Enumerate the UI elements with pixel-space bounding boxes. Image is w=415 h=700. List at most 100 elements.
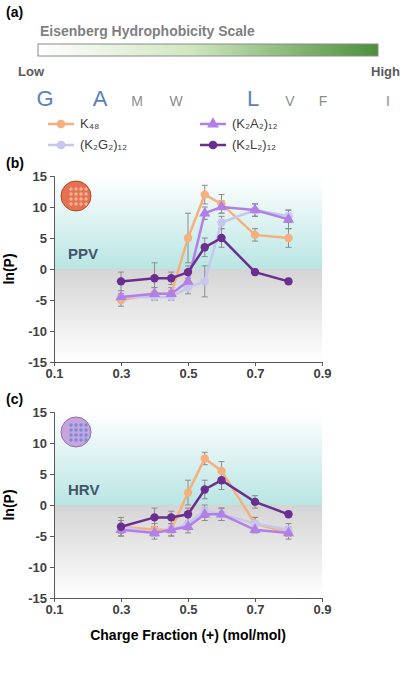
data-point: [199, 207, 210, 217]
error-bar-cap: [286, 210, 292, 211]
x-tick: 0.7: [246, 362, 264, 381]
data-point: [150, 274, 158, 282]
error-bar-cap: [202, 505, 208, 506]
error-bar-cap: [185, 293, 191, 294]
virus-capsomer: [79, 423, 82, 426]
x-tick: 0.9: [313, 362, 331, 381]
y-tick-mark: [50, 300, 54, 301]
virus-capsomer: [79, 428, 82, 431]
virus-capsomer: [79, 433, 82, 436]
y-tick: -5: [35, 293, 54, 308]
virus-capsomer: [74, 423, 77, 426]
error-bar-cap: [219, 461, 225, 462]
data-point: [199, 508, 210, 518]
error-bar-cap: [185, 532, 191, 533]
scale-low-label: Low: [18, 64, 45, 79]
legend-item: K₄₈: [48, 116, 99, 131]
virus-capsomer: [74, 192, 77, 195]
x-tick: 0.1: [45, 362, 63, 381]
data-point: [184, 234, 192, 242]
virus-capsomer: [69, 423, 72, 426]
y-tick-mark: [50, 536, 54, 537]
data-point: [201, 243, 209, 251]
plot-data: [115, 185, 294, 306]
scale-letter: V: [285, 93, 295, 109]
data-point: [184, 268, 192, 276]
data-point: [117, 523, 125, 531]
data-point: [117, 523, 125, 531]
y-tick-label: 5: [40, 467, 47, 482]
negative-region: [54, 505, 322, 598]
error-bar-cap: [168, 536, 174, 537]
error-bar-cap: [185, 213, 191, 214]
y-tick-mark: [50, 412, 54, 413]
virus-capsomer: [74, 433, 77, 436]
virus-capsomer: [84, 187, 87, 190]
data-point: [184, 510, 192, 518]
y-tick: 0: [40, 262, 54, 277]
data-point: [167, 274, 175, 282]
y-tick: 10: [33, 200, 54, 215]
x-tick: 0.3: [112, 362, 130, 381]
error-bar-cap: [219, 194, 225, 195]
virus-capsomer: [84, 438, 87, 441]
virus-capsomer: [69, 433, 72, 436]
error-bar-cap: [202, 256, 208, 257]
x-tick: 0.1: [45, 598, 63, 617]
y-axis: -15-10-5051015: [28, 169, 54, 370]
error-bar-cap: [286, 539, 292, 540]
error-bar-cap: [202, 238, 208, 239]
x-tick-label: 0.5: [179, 366, 197, 381]
series-line: (K₂L₂)₁₂: [121, 480, 289, 527]
scale-letter: G: [36, 86, 53, 111]
legend-label: (K₂G₂)₁₂: [80, 137, 127, 152]
y-tick: 5: [40, 231, 54, 246]
x-axis-title: Charge Fraction (+) (mol/mol): [90, 627, 286, 643]
scale-title: Eisenberg Hydrophobicity Scale: [40, 23, 255, 39]
legend-item: (K₂A₂)₁₂: [200, 116, 278, 131]
series-line: [121, 210, 289, 297]
error-bar-cap: [152, 262, 158, 263]
y-tick: 0: [40, 498, 54, 513]
data-point: [284, 234, 292, 242]
y-tick: -5: [35, 529, 54, 544]
error-bar-cap: [118, 306, 124, 307]
x-tick-label: 0.3: [112, 366, 130, 381]
scale-letter: A: [93, 86, 108, 111]
positive-region: [54, 412, 322, 505]
data-point: [283, 526, 294, 536]
error-bar-cap: [185, 262, 191, 263]
error-bar-cap: [185, 508, 191, 509]
scale-letter: F: [319, 93, 328, 109]
panel-label: (a): [6, 4, 23, 20]
y-tick-mark: [50, 474, 54, 475]
x-axis: 0.1 0.3 0.5 0.7 0.9: [45, 362, 331, 381]
error-bar-cap: [185, 505, 191, 506]
data-point: [249, 523, 260, 533]
y-tick: 15: [33, 169, 54, 184]
legend-swatch-marker: [209, 141, 218, 150]
error-bar-cap: [202, 203, 208, 204]
virus-capsomer: [69, 197, 72, 200]
legend-item: (K₂G₂)₁₂: [48, 137, 127, 152]
scale-letter: L: [247, 86, 259, 111]
panel-label: (c): [6, 391, 23, 407]
data-point: [149, 526, 160, 536]
data-point: [217, 218, 225, 226]
data-point: [284, 510, 292, 518]
y-axis-line: [50, 413, 55, 599]
error-bar-cap: [219, 213, 225, 214]
error-bar-cap: [252, 216, 258, 217]
virus-capsomer: [79, 187, 82, 190]
y-tick-label: 5: [40, 231, 47, 246]
x-tick-label: 0.3: [112, 602, 130, 617]
plot-background: [54, 412, 322, 598]
virus-capsomer: [79, 202, 82, 205]
y-tick-mark: [50, 362, 54, 363]
legend-swatch-marker: [207, 117, 219, 127]
x-tick-label: 0.5: [179, 602, 197, 617]
virus-capsomer: [84, 433, 87, 436]
series-line: [121, 207, 289, 297]
error-bar-cap: [219, 520, 225, 521]
x-tick-label: 0.1: [45, 602, 63, 617]
